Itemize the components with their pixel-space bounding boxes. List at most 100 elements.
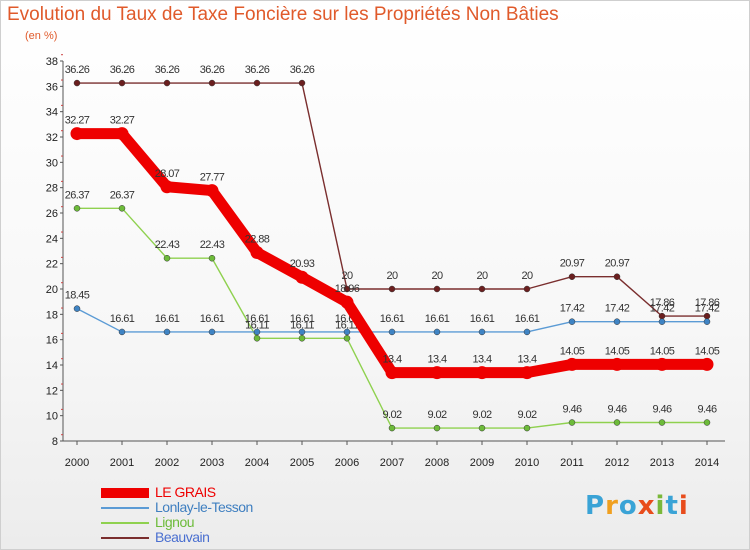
legend-item-lonlay-le-tesson: Lonlay-le-Tesson: [101, 500, 253, 515]
data-label-lignou: 26.37: [110, 189, 135, 201]
data-label-lignou: 9.02: [427, 409, 446, 421]
y-tick-label: 10: [46, 411, 58, 423]
data-label-beauvain: 36.26: [155, 64, 180, 76]
data-point-lonlay-le-tesson: [73, 305, 81, 312]
y-tick-label: 14: [46, 360, 58, 372]
data-point-beauvain: [523, 285, 531, 293]
data-point-le-grais: [430, 366, 444, 380]
logo-letter: P: [585, 491, 606, 521]
data-point-lignou: [253, 335, 261, 342]
x-tick-label: 2003: [200, 457, 224, 469]
logo-letter: r: [605, 491, 619, 521]
data-point-beauvain: [298, 79, 306, 87]
data-label-lignou: 9.46: [607, 404, 626, 416]
data-label-lonlay-le-tesson: 16.61: [290, 313, 315, 325]
data-point-lonlay-le-tesson: [253, 328, 261, 336]
data-label-lignou: 22.43: [155, 239, 180, 251]
data-label-le-grais: 14.05: [605, 345, 630, 357]
data-point-le-grais: [385, 366, 399, 380]
data-label-lonlay-le-tesson: 17.42: [695, 303, 720, 315]
data-point-lonlay-le-tesson: [523, 328, 531, 336]
data-label-lignou: 9.46: [652, 404, 671, 416]
data-label-lonlay-le-tesson: 16.61: [470, 313, 495, 325]
legend-item-le-grais: LE GRAIS: [101, 485, 253, 500]
x-tick-label: 2012: [605, 457, 629, 469]
data-label-le-grais: 14.05: [560, 345, 585, 357]
x-tick-label: 2014: [695, 457, 719, 469]
data-point-lignou: [118, 205, 126, 212]
data-point-lignou: [568, 419, 576, 426]
x-tick-label: 2002: [155, 457, 179, 469]
logo-letter: o: [618, 491, 638, 521]
y-tick-label: 18: [46, 309, 58, 321]
y-tick-label: 20: [46, 284, 58, 296]
legend-label: Lignou: [155, 514, 195, 530]
legend-swatch: [101, 506, 149, 509]
x-tick-label: 2000: [65, 457, 89, 469]
data-point-beauvain: [568, 273, 576, 280]
x-tick-label: 2006: [335, 457, 359, 469]
data-label-lonlay-le-tesson: 16.61: [110, 313, 135, 325]
y-tick-label: 22: [46, 259, 58, 271]
data-label-beauvain: 20.97: [605, 258, 630, 270]
legend-item-beauvain: Beauvain: [101, 530, 253, 545]
data-point-lonlay-le-tesson: [118, 328, 126, 336]
data-label-lonlay-le-tesson: 17.42: [650, 303, 675, 315]
data-label-beauvain: 20.97: [560, 258, 585, 270]
data-point-lonlay-le-tesson: [163, 328, 171, 336]
y-tick-label: 30: [46, 157, 58, 169]
data-point-le-grais: [70, 127, 84, 141]
data-label-lignou: 9.02: [517, 409, 536, 421]
data-label-le-grais: 28.07: [155, 168, 180, 180]
data-point-le-grais: [655, 357, 669, 371]
data-label-lonlay-le-tesson: 16.61: [515, 313, 540, 325]
data-point-beauvain: [73, 79, 81, 87]
data-label-le-grais: 32.27: [65, 115, 90, 127]
data-label-le-grais: 18.96: [335, 283, 360, 295]
x-tick-label: 2001: [110, 457, 134, 469]
data-label-lonlay-le-tesson: 17.42: [605, 303, 630, 315]
legend-label: LE GRAIS: [155, 484, 216, 500]
x-tick-label: 2010: [515, 457, 539, 469]
y-tick-label: 26: [46, 208, 58, 220]
data-point-lignou: [703, 419, 711, 426]
data-point-lonlay-le-tesson: [298, 328, 306, 336]
data-point-le-grais: [565, 357, 579, 371]
data-label-le-grais: 13.4: [517, 354, 536, 366]
x-tick-label: 2013: [650, 457, 674, 469]
data-label-lonlay-le-tesson: 16.61: [200, 313, 225, 325]
legend-label: Lonlay-le-Tesson: [155, 499, 253, 515]
data-point-beauvain: [613, 273, 621, 280]
data-point-lonlay-le-tesson: [613, 318, 621, 325]
chart-unit-label: (en %): [25, 30, 58, 42]
y-tick-label: 24: [46, 233, 58, 245]
data-label-le-grais: 32.27: [110, 115, 135, 127]
logo-letter: x: [637, 491, 656, 521]
data-point-le-grais: [295, 270, 309, 284]
data-label-le-grais: 13.4: [382, 354, 401, 366]
y-tick-label: 32: [46, 132, 58, 144]
data-point-le-grais: [610, 357, 624, 371]
data-point-lignou: [163, 254, 171, 262]
data-point-lonlay-le-tesson: [658, 318, 666, 325]
data-point-le-grais: [340, 295, 354, 309]
proxiti-logo: Proxiti: [585, 491, 689, 521]
data-label-lonlay-le-tesson: 18.45: [65, 290, 90, 302]
data-point-le-grais: [250, 246, 264, 260]
data-point-lonlay-le-tesson: [568, 318, 576, 325]
line-chart: 8 10 12 14 16 18 20 22 24 26 28 30 32 34 36 38 2000 2001 2…: [46, 54, 725, 469]
data-label-beauvain: 17.86: [695, 297, 720, 309]
data-label-lignou: 9.02: [472, 409, 491, 421]
x-tick-label: 2008: [425, 457, 449, 469]
data-point-beauvain: [343, 285, 351, 293]
data-label-le-grais: 14.05: [650, 345, 675, 357]
data-point-lignou: [478, 424, 486, 432]
chart-legend: LE GRAIS Lonlay-le-Tesson Lignou Beauvain: [101, 485, 253, 545]
x-tick-label: 2007: [380, 457, 404, 469]
data-point-lignou: [433, 424, 441, 432]
y-tick-label: 36: [46, 81, 58, 93]
data-label-beauvain: 36.26: [65, 64, 90, 76]
data-point-le-grais: [205, 184, 219, 198]
data-label-lignou: 9.46: [562, 404, 581, 416]
data-label-lonlay-le-tesson: 16.61: [245, 313, 270, 325]
